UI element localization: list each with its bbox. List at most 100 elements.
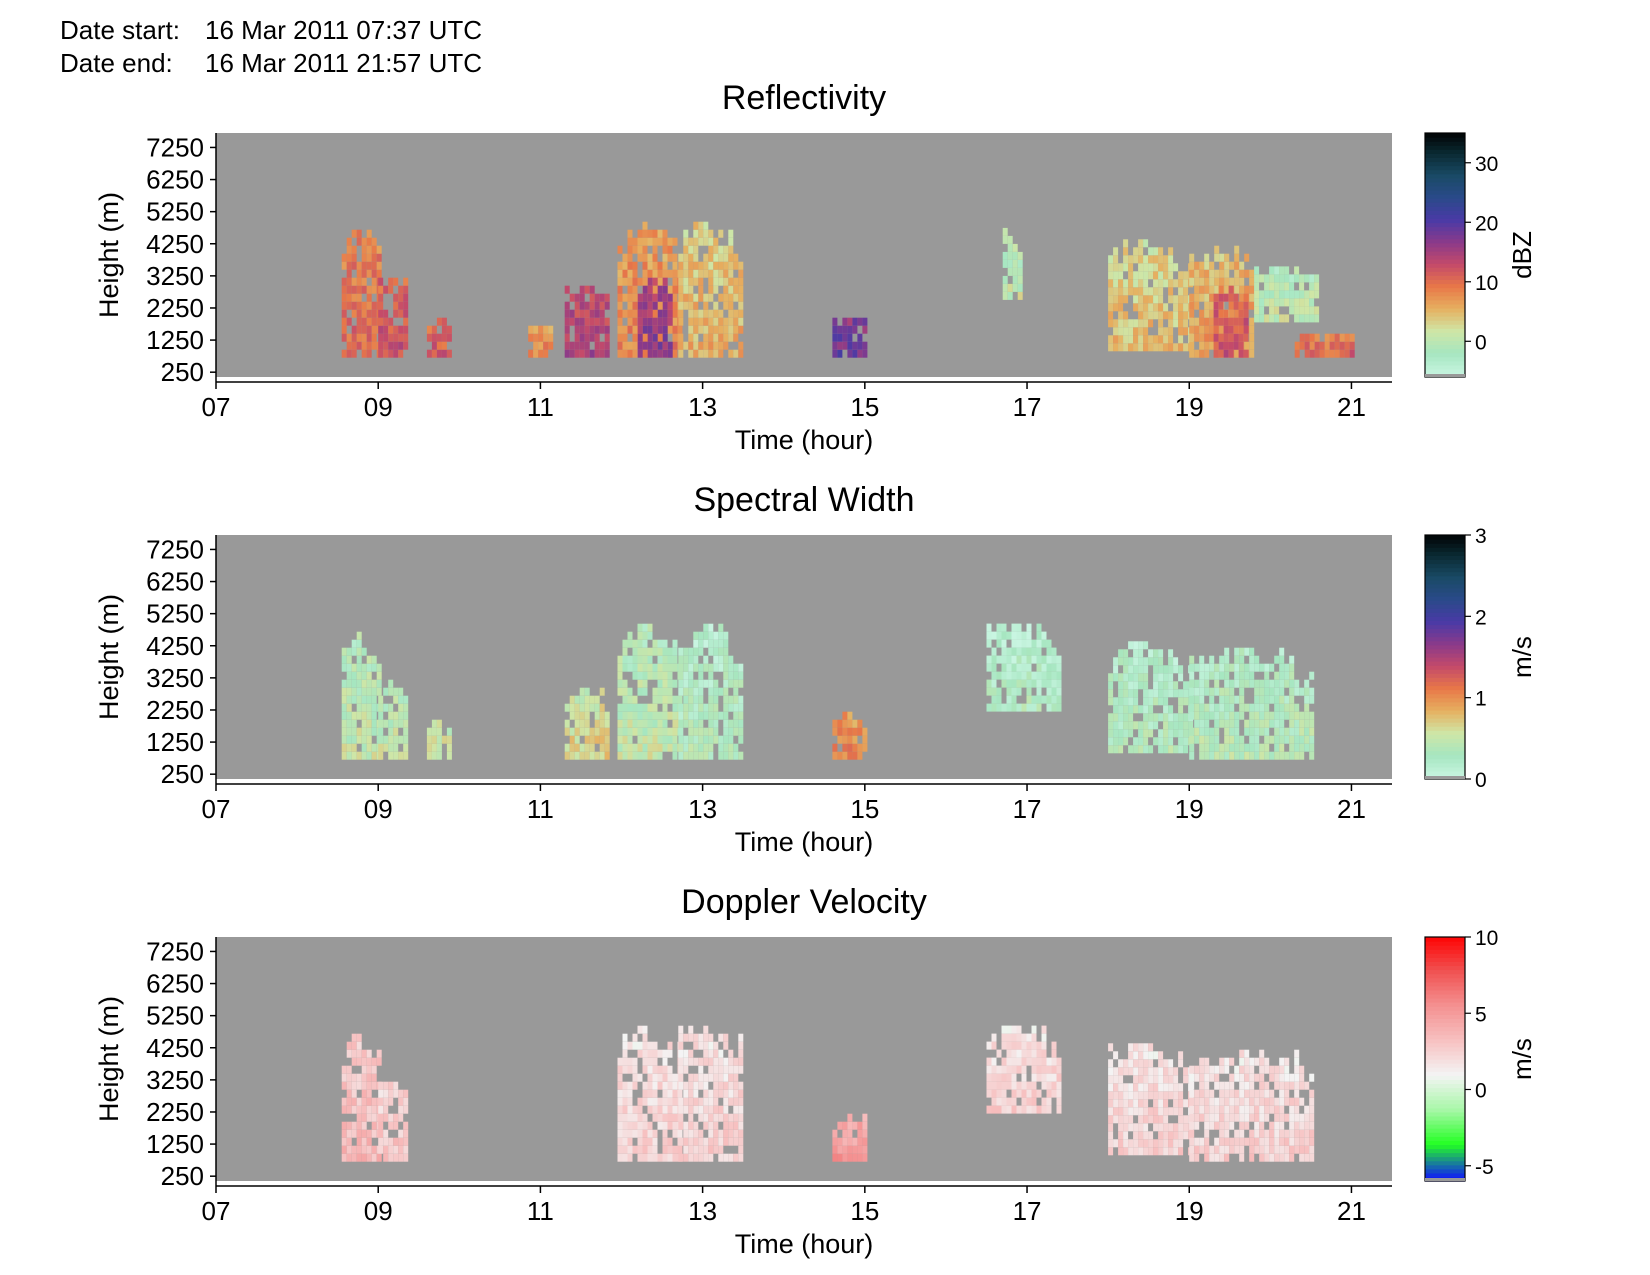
data-cell xyxy=(723,341,729,350)
data-cell xyxy=(1199,671,1205,680)
data-cell xyxy=(1189,325,1195,334)
data-cell xyxy=(1153,1115,1159,1124)
data-cell xyxy=(627,277,633,286)
data-cell xyxy=(1128,673,1134,682)
data-cell xyxy=(1001,1089,1007,1098)
colorbar-segment xyxy=(1425,989,1465,995)
data-cell xyxy=(662,711,668,720)
x-axis-title: Time (hour) xyxy=(735,1229,874,1259)
data-cell xyxy=(1113,657,1119,666)
data-cell xyxy=(1189,751,1195,760)
data-cell xyxy=(1158,343,1164,352)
data-cell xyxy=(652,301,658,310)
data-cell xyxy=(1123,327,1129,336)
data-cell xyxy=(713,1097,719,1106)
data-cell xyxy=(852,751,858,760)
x-tick-label: 17 xyxy=(1013,392,1042,422)
data-cell xyxy=(1138,745,1144,754)
data-cell xyxy=(688,1081,694,1090)
data-cell xyxy=(341,317,347,326)
data-cell xyxy=(1123,1123,1129,1132)
data-cell xyxy=(622,727,628,736)
data-cell xyxy=(617,1097,623,1106)
colorbar-segment xyxy=(1425,1148,1465,1154)
data-cell xyxy=(1204,1113,1210,1122)
data-cell xyxy=(1046,1105,1052,1114)
colorbar-segment xyxy=(1425,742,1465,748)
data-cell xyxy=(667,1121,673,1130)
data-cell xyxy=(733,349,739,358)
data-cell xyxy=(617,277,623,286)
data-cell xyxy=(436,735,442,744)
data-cell xyxy=(1289,306,1295,315)
data-cell xyxy=(1133,1099,1139,1108)
data-cell xyxy=(346,695,352,704)
data-cell xyxy=(346,261,352,270)
data-cell xyxy=(662,1073,668,1082)
data-cell xyxy=(617,245,623,254)
data-cell xyxy=(1294,1137,1300,1146)
data-cell xyxy=(1274,1105,1280,1114)
colorbar-segment xyxy=(1425,1099,1465,1105)
data-cell xyxy=(657,663,663,672)
data-cell xyxy=(1163,689,1169,698)
data-cell xyxy=(1168,1067,1174,1076)
data-cell xyxy=(728,735,734,744)
data-cell xyxy=(1138,1059,1144,1068)
colorbar-segment xyxy=(1425,1172,1465,1178)
data-cell xyxy=(1148,721,1154,730)
data-cell xyxy=(1016,671,1022,680)
data-cell xyxy=(376,269,382,278)
data-cell xyxy=(1178,335,1184,344)
data-cell xyxy=(1026,671,1032,680)
data-cell xyxy=(683,655,689,664)
data-cell xyxy=(693,735,699,744)
data-cell xyxy=(1168,1147,1174,1156)
data-cell xyxy=(672,1153,678,1162)
data-cell xyxy=(703,639,709,648)
data-cell xyxy=(361,687,367,696)
data-cell xyxy=(677,1129,683,1138)
data-cell xyxy=(647,325,653,334)
data-cell xyxy=(678,317,684,326)
data-cell xyxy=(708,1057,714,1066)
data-cell xyxy=(642,1041,648,1050)
data-cell xyxy=(657,735,663,744)
data-cell xyxy=(703,349,709,358)
data-cell xyxy=(693,1073,699,1082)
data-cell xyxy=(1133,1139,1139,1148)
data-cell xyxy=(718,333,724,342)
data-cell xyxy=(647,333,653,342)
data-cell xyxy=(986,663,992,672)
data-cell xyxy=(1158,1075,1164,1084)
data-cell xyxy=(852,325,858,334)
data-cell xyxy=(723,743,729,752)
data-cell xyxy=(1339,333,1345,342)
data-cell xyxy=(713,1105,719,1114)
data-cell xyxy=(996,655,1002,664)
data-cell xyxy=(376,1049,382,1058)
data-cell xyxy=(1046,1081,1052,1090)
data-cell xyxy=(351,687,357,696)
data-cell xyxy=(1279,1113,1285,1122)
data-cell xyxy=(366,301,372,310)
data-cell xyxy=(647,655,653,664)
data-cell xyxy=(1178,689,1184,698)
data-cell xyxy=(738,1033,744,1042)
data-cell xyxy=(728,1121,734,1130)
data-cell xyxy=(1001,1041,1007,1050)
data-cell xyxy=(678,1025,684,1034)
data-cell xyxy=(647,631,653,640)
data-cell xyxy=(383,687,389,696)
data-cell xyxy=(371,751,377,760)
data-cell xyxy=(647,1041,653,1050)
data-cell xyxy=(693,695,699,704)
data-cell xyxy=(632,663,638,672)
data-cell xyxy=(652,1129,658,1138)
data-cell xyxy=(1334,333,1340,342)
data-cell xyxy=(637,229,643,238)
data-cell xyxy=(642,1081,648,1090)
data-cell xyxy=(393,711,399,720)
data-cell xyxy=(832,325,838,334)
data-cell xyxy=(1214,253,1220,262)
